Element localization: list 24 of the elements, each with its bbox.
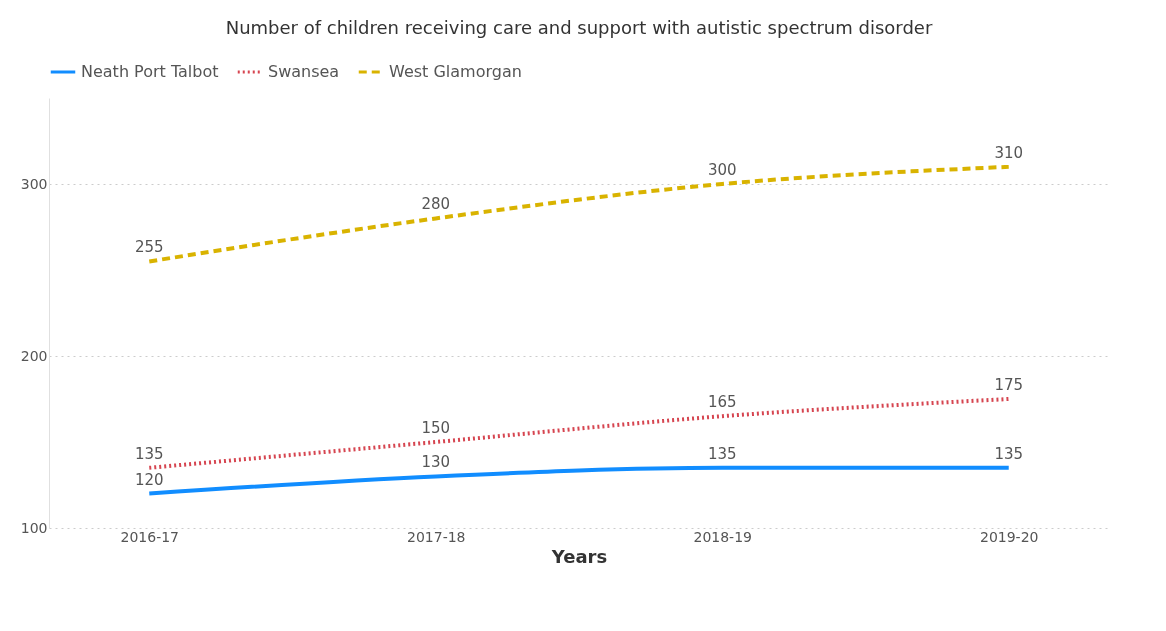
data-label: 135 [707,444,737,463]
x-tick-label: 2017-18 [407,528,466,545]
x-axis-title: Years [550,545,608,567]
y-tick-label: 200 [20,347,48,364]
x-tick-label: 2018-19 [693,528,752,545]
data-label: 255 [134,238,164,257]
data-label: 310 [994,143,1024,162]
x-tick-label: 2016-17 [120,528,180,545]
y-tick-label: 300 [20,175,48,192]
data-label: 120 [134,470,164,489]
data-label: 300 [707,161,737,179]
legend-label: Swansea [268,62,340,81]
data-label: 280 [421,195,451,214]
x-tick-label: 2019-20 [979,528,1039,545]
legend-label: Neath Port Talbot [81,62,219,81]
legend-label: West Glamorgan [389,62,522,81]
data-label: 135 [994,444,1024,463]
data-label: 135 [134,444,164,463]
data-label: 150 [421,419,451,437]
chart-title: Number of children receiving care and support with autistic spectrum disorder [225,17,933,38]
y-tick-label: 100 [20,519,48,536]
data-label: 175 [994,376,1024,394]
data-label: 165 [707,393,737,412]
data-label: 130 [421,453,451,472]
